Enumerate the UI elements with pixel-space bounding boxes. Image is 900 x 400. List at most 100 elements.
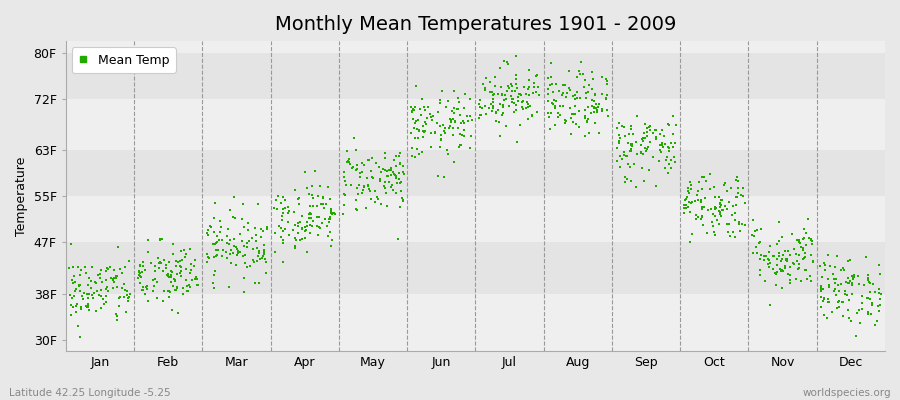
- Point: [757, 257, 771, 263]
- Point: [210, 239, 224, 245]
- Point: [487, 91, 501, 98]
- Point: [206, 280, 220, 286]
- Point: [706, 211, 720, 218]
- Point: [169, 258, 184, 265]
- Point: [779, 256, 794, 262]
- Point: [640, 133, 654, 139]
- Point: [778, 264, 792, 271]
- Point: [395, 169, 410, 175]
- Point: [209, 252, 223, 259]
- Point: [132, 273, 147, 279]
- Point: [411, 117, 426, 124]
- Point: [282, 232, 296, 238]
- Point: [451, 95, 465, 102]
- Point: [455, 132, 470, 138]
- Point: [802, 235, 816, 241]
- Point: [380, 203, 394, 209]
- Point: [405, 108, 419, 115]
- Point: [578, 77, 592, 83]
- Point: [302, 202, 317, 209]
- Point: [292, 196, 306, 202]
- Point: [508, 76, 523, 82]
- Point: [638, 135, 652, 142]
- Point: [323, 196, 338, 202]
- Point: [408, 154, 422, 160]
- Point: [616, 148, 631, 155]
- Point: [580, 118, 594, 124]
- Point: [138, 291, 152, 297]
- Point: [94, 286, 108, 293]
- Point: [140, 286, 154, 292]
- Point: [677, 210, 691, 216]
- Point: [209, 240, 223, 246]
- Point: [294, 236, 309, 243]
- Point: [269, 197, 284, 203]
- Point: [836, 265, 850, 271]
- Point: [76, 296, 90, 302]
- Point: [64, 302, 78, 308]
- Point: [174, 268, 188, 274]
- Point: [213, 229, 228, 235]
- Point: [171, 310, 185, 316]
- Point: [219, 249, 233, 255]
- Point: [667, 154, 681, 160]
- Point: [860, 295, 875, 302]
- Point: [453, 112, 467, 118]
- Point: [492, 65, 507, 71]
- Point: [325, 211, 339, 218]
- Point: [164, 272, 178, 278]
- Point: [541, 75, 555, 82]
- Point: [521, 104, 535, 110]
- Point: [861, 308, 876, 315]
- Point: [361, 182, 375, 188]
- Point: [322, 214, 337, 220]
- Point: [737, 222, 751, 228]
- Point: [225, 214, 239, 220]
- Point: [513, 92, 527, 98]
- Point: [695, 186, 709, 192]
- Point: [578, 112, 592, 119]
- Point: [643, 139, 657, 145]
- Point: [836, 299, 850, 306]
- Point: [361, 156, 375, 163]
- Point: [794, 278, 808, 284]
- Point: [797, 254, 812, 260]
- Point: [93, 292, 107, 298]
- Point: [171, 258, 185, 265]
- Point: [170, 271, 184, 277]
- Point: [73, 333, 87, 340]
- Point: [559, 118, 573, 124]
- Point: [565, 93, 580, 100]
- Point: [189, 282, 203, 288]
- Point: [774, 268, 788, 274]
- Point: [386, 168, 400, 175]
- Point: [804, 278, 818, 284]
- Point: [274, 225, 288, 232]
- Point: [565, 110, 580, 117]
- Point: [698, 204, 712, 210]
- Point: [820, 315, 834, 322]
- Point: [107, 279, 122, 286]
- Point: [785, 231, 799, 238]
- Point: [708, 206, 723, 212]
- Point: [748, 228, 762, 234]
- Point: [543, 126, 557, 132]
- Point: [305, 218, 320, 224]
- Point: [149, 295, 164, 301]
- Point: [79, 270, 94, 276]
- Point: [549, 98, 563, 104]
- Point: [339, 182, 354, 188]
- Point: [530, 71, 544, 78]
- Point: [73, 282, 87, 288]
- Point: [736, 185, 751, 191]
- Point: [446, 116, 460, 122]
- Point: [158, 288, 172, 294]
- Point: [828, 264, 842, 270]
- Point: [572, 108, 586, 114]
- Point: [824, 263, 838, 270]
- Point: [374, 200, 388, 207]
- Point: [610, 124, 625, 131]
- Point: [562, 85, 576, 91]
- Point: [473, 104, 488, 110]
- Point: [804, 252, 818, 258]
